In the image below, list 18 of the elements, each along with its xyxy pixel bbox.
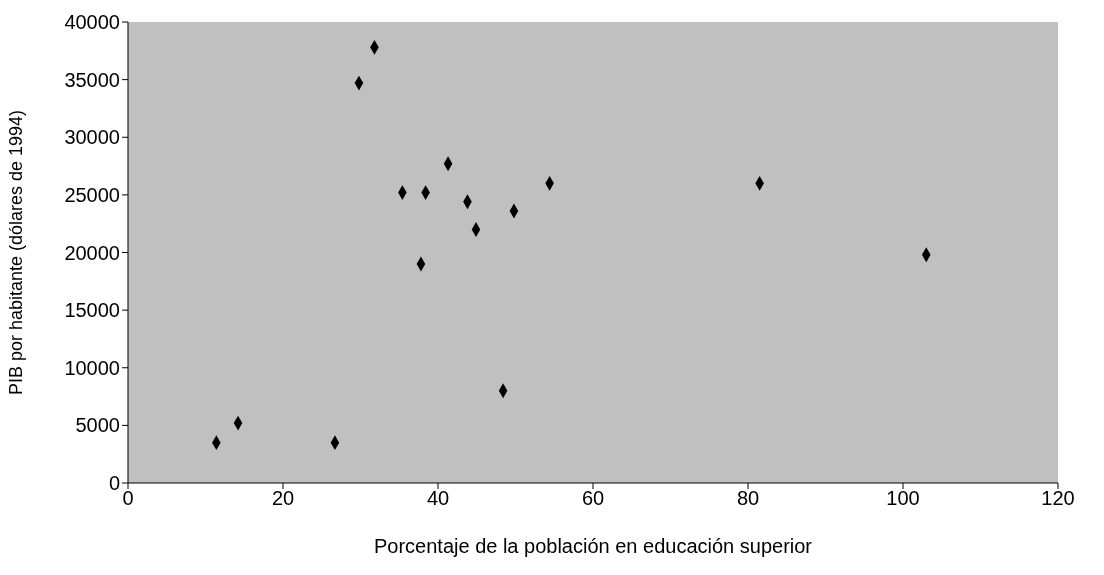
x-tick-label: 20 (271, 487, 295, 510)
x-tick-label: 80 (736, 487, 760, 510)
y-tick-label: 0 (108, 472, 120, 495)
y-tick-label: 40000 (64, 11, 120, 34)
y-tick-label: 35000 (64, 68, 120, 91)
y-tick-label: 5000 (75, 414, 120, 437)
x-axis-title: Porcentaje de la población en educación superior (373, 535, 813, 557)
y-tick-label: 30000 (64, 126, 120, 149)
y-axis-title: PIB por habitante (dólares de 1994) (6, 109, 27, 396)
x-tick-label: 40 (426, 487, 450, 510)
x-tick-label: 0 (122, 487, 134, 510)
x-tick-label: 60 (581, 487, 605, 510)
x-tick-label: 120 (1041, 487, 1075, 510)
y-tick-label: 15000 (64, 299, 120, 322)
y-tick-label: 25000 (64, 183, 120, 206)
y-tick-label: 10000 (64, 356, 120, 379)
y-tick-label: 20000 (64, 241, 120, 264)
x-tick-label: 100 (886, 487, 920, 510)
